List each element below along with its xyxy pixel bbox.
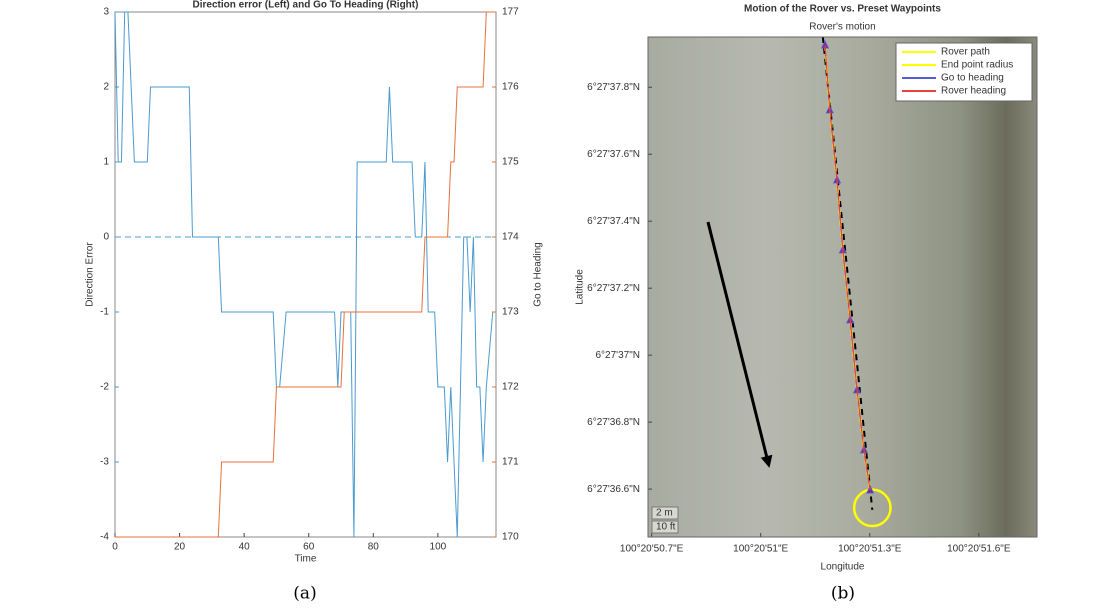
chart-subtitle: Rover's motion: [809, 22, 875, 33]
map-background: [648, 37, 1037, 537]
x-tick-label: 100°20'51.6"E: [947, 544, 1011, 555]
y-tick-label: -1: [100, 307, 109, 318]
y2-tick-label: 177: [502, 7, 519, 18]
y-tick-label: 6°27'37.4"N: [587, 216, 640, 227]
legend-label: Rover heading: [941, 86, 1006, 97]
scale-label: 10 ft: [656, 522, 676, 533]
y-tick-label: -2: [100, 382, 109, 393]
y2-axis-label: Go to Heading: [533, 242, 544, 307]
y-tick-label: 6°27'36.8"N: [587, 417, 640, 428]
caption: (a): [293, 584, 316, 604]
chart-title: Direction error (Left) and Go To Heading…: [193, 0, 419, 11]
x-tick-label: 80: [368, 542, 380, 553]
x-tick-label: 100: [430, 542, 447, 553]
legend-label: Rover path: [941, 47, 990, 58]
y2-tick-label: 173: [502, 307, 519, 318]
legend-label: End point radius: [941, 60, 1013, 71]
y-tick-label: 0: [103, 232, 109, 243]
y-tick-label: 6°27'37.8"N: [587, 82, 640, 93]
scale-label: 2 m: [656, 508, 673, 519]
y2-tick-label: 174: [502, 232, 519, 243]
x-tick-label: 20: [174, 542, 186, 553]
track-line: [824, 44, 871, 491]
y-tick-label: 6°27'37"N: [596, 350, 641, 361]
y-tick-label: 6°27'36.6"N: [587, 484, 640, 495]
plot-frame: [647, 36, 1038, 538]
y2-tick-label: 171: [502, 457, 519, 468]
y2-tick-label: 175: [502, 157, 519, 168]
x-axis-label: Longitude: [821, 562, 865, 573]
caption: (b): [831, 584, 855, 604]
chart-title: Motion of the Rover vs. Preset Waypoints: [744, 4, 941, 15]
x-tick-label: 100°20'50.7"E: [620, 544, 684, 555]
x-tick-label: 100°20'51.3"E: [838, 544, 902, 555]
y-tick-label: 6°27'37.2"N: [587, 283, 640, 294]
x-tick-label: 60: [303, 542, 315, 553]
series-line: [115, 11, 496, 538]
y2-tick-label: 176: [502, 82, 519, 93]
y-tick-label: 2: [103, 82, 109, 93]
y-tick-label: 6°27'37.6"N: [587, 149, 640, 160]
y-tick-label: -4: [100, 532, 109, 543]
x-tick-label: 40: [239, 542, 251, 553]
y-tick-label: 3: [103, 7, 109, 18]
scale-box: [651, 506, 679, 520]
y2-tick-label: 170: [502, 532, 519, 543]
plot-area: [114, 11, 497, 538]
series-line: [114, 11, 494, 538]
y-axis-label: Direction Error: [85, 242, 96, 307]
scale-box: [651, 520, 679, 534]
x-axis-label: Time: [295, 554, 317, 565]
direction-arrow: [706, 221, 773, 468]
legend-label: Go to heading: [941, 73, 1004, 84]
x-tick-label: 0: [112, 542, 118, 553]
y-tick-label: -3: [100, 457, 109, 468]
y2-tick-label: 172: [502, 382, 519, 393]
y-axis-label: Latitude: [575, 269, 586, 305]
y-tick-label: 1: [103, 157, 109, 168]
x-tick-label: 100°20'51"E: [733, 544, 788, 555]
